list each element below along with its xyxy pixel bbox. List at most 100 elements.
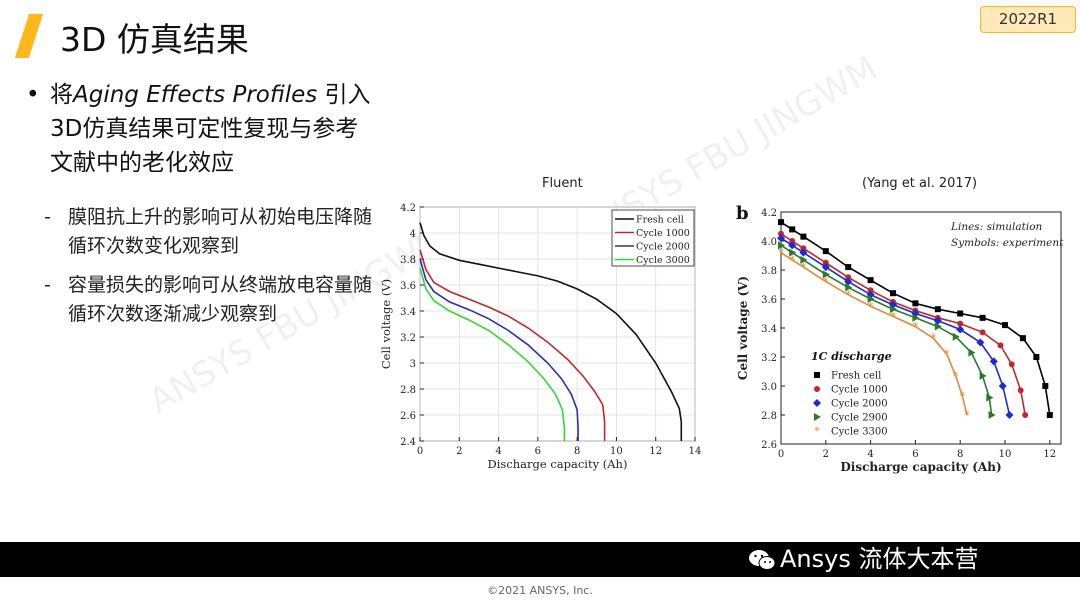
y-tick-label: 3	[410, 359, 416, 370]
chart-title-fluent: Fluent	[542, 176, 583, 191]
data-point: *	[823, 276, 829, 289]
y-tick-label: 3.4	[400, 307, 416, 318]
y-tick-label: 4.0	[761, 237, 777, 248]
data-point	[1002, 322, 1008, 329]
data-point	[1019, 335, 1026, 342]
chart-annotation: Lines: simulation	[950, 221, 1043, 233]
legend-label: Cycle 3000	[636, 255, 690, 266]
y-tick-label: 3.0	[761, 382, 777, 393]
y-tick-label: 3.8	[761, 266, 777, 277]
y-tick-label: 2.8	[761, 411, 777, 422]
x-tick-label: 8	[574, 446, 580, 457]
data-point: *	[913, 321, 919, 334]
legend-marker	[814, 413, 821, 421]
data-point	[845, 264, 852, 271]
series-line	[780, 251, 968, 416]
data-point	[998, 382, 1007, 390]
bullet-italic: Aging Effects Profiles	[73, 82, 318, 108]
legend-label: Cycle 1000	[831, 385, 888, 396]
data-point: *	[964, 409, 970, 422]
data-point	[988, 411, 996, 419]
data-point	[1033, 354, 1040, 360]
legend-marker	[813, 399, 821, 407]
chart-title-reference: (Yang et al. 2017)	[862, 176, 978, 191]
data-point	[986, 393, 994, 402]
data-point: *	[960, 390, 966, 403]
data-point	[867, 295, 875, 303]
x-tick-label: 8	[957, 449, 963, 460]
fluent-chart: 0 2 4 6 8 10 12 14 2.4 2.6 2.8 3 3.2 3.4 3.6 3.8 4 4.2 Dis…	[379, 203, 702, 471]
data-point	[799, 248, 808, 257]
bullet-rest: 引入3D仿真结果可定性复现与参考文献中的老化效应	[50, 82, 371, 176]
data-point	[800, 233, 807, 240]
data-point	[1008, 361, 1015, 368]
data-point: *	[944, 348, 950, 361]
x-tick-label: 10	[999, 449, 1012, 460]
y-tick-label: 4.2	[400, 203, 416, 214]
data-point	[890, 290, 896, 297]
series-line	[419, 222, 683, 441]
title-accent-bar	[14, 14, 44, 58]
data-point	[934, 306, 941, 313]
footer-brand: Ansys 流体大本营	[780, 545, 979, 573]
copyright: ©2021 ANSYS, Inc.	[487, 584, 593, 597]
data-point	[866, 290, 875, 299]
data-point	[800, 245, 807, 252]
data-point	[788, 241, 797, 250]
y-tick-label: 2.4	[400, 437, 416, 448]
data-point	[789, 226, 796, 233]
legend-label: Cycle 3300	[831, 427, 888, 438]
series-line	[780, 244, 993, 416]
sub-bullet-text: 容量损失的影响可从终端放电容量随循环次数逐渐减少观察到	[68, 274, 373, 325]
data-point	[778, 241, 785, 250]
data-point	[979, 371, 987, 380]
data-point	[867, 277, 874, 284]
legend-marker: *	[814, 425, 820, 438]
x-tick-label: 6	[535, 446, 541, 457]
data-point	[890, 305, 897, 314]
data-point	[912, 300, 919, 307]
data-point: *	[953, 370, 959, 383]
x-tick-label: 14	[689, 446, 702, 457]
version-badge: 2022R1	[980, 6, 1076, 33]
data-point: *	[789, 254, 795, 267]
data-point	[789, 238, 796, 244]
panel-label: b	[736, 203, 749, 224]
x-tick-label: 12	[1043, 449, 1056, 460]
data-point	[1022, 412, 1029, 418]
data-point: *	[868, 300, 874, 313]
x-tick-label: 10	[610, 446, 623, 457]
y-tick-label: 2.8	[400, 385, 416, 396]
reference-chart: 0 2 4 6 8 10 12 2.6 2.8 3.0 3.2 3.4 3.6 3.8 4.0 4.2 Disc…	[736, 203, 1064, 474]
y-tick-label: 4	[410, 229, 416, 240]
series-line	[419, 267, 566, 441]
sub-bullet-1: - 膜阻抗上升的影响可从初始电压降随循环次数变化观察到	[44, 203, 374, 261]
data-point: *	[931, 332, 937, 345]
x-tick-label: 4	[867, 449, 873, 460]
x-tick-label: 12	[649, 446, 662, 457]
y-tick-label: 3.8	[400, 255, 416, 266]
x-axis-label: Discharge capacity (Ah)	[488, 457, 628, 471]
x-axis-label: Discharge capacity (Ah)	[840, 460, 1001, 474]
series-line	[780, 237, 1011, 416]
sub-bullet-dash: -	[44, 274, 51, 296]
data-point: *	[845, 289, 851, 302]
data-point	[1005, 411, 1014, 419]
data-point	[997, 342, 1004, 349]
page-title: 3D 仿真结果	[60, 20, 249, 59]
data-point	[968, 348, 976, 357]
legend-label: Cycle 2000	[636, 242, 690, 253]
data-point	[912, 313, 920, 322]
x-tick-label: 2	[823, 449, 829, 460]
y-tick-label: 2.6	[761, 440, 777, 451]
y-axis-label: Cell voltage (V)	[736, 276, 750, 380]
legend-marker	[814, 372, 820, 378]
y-tick-label: 3.4	[761, 324, 777, 335]
y-tick-label: 2.6	[400, 411, 416, 422]
sub-bullet-dash: -	[44, 206, 51, 228]
data-point	[789, 248, 797, 257]
data-point	[979, 329, 986, 336]
x-tick-label: 0	[417, 446, 423, 457]
series-line	[419, 258, 579, 441]
data-point	[778, 219, 784, 226]
